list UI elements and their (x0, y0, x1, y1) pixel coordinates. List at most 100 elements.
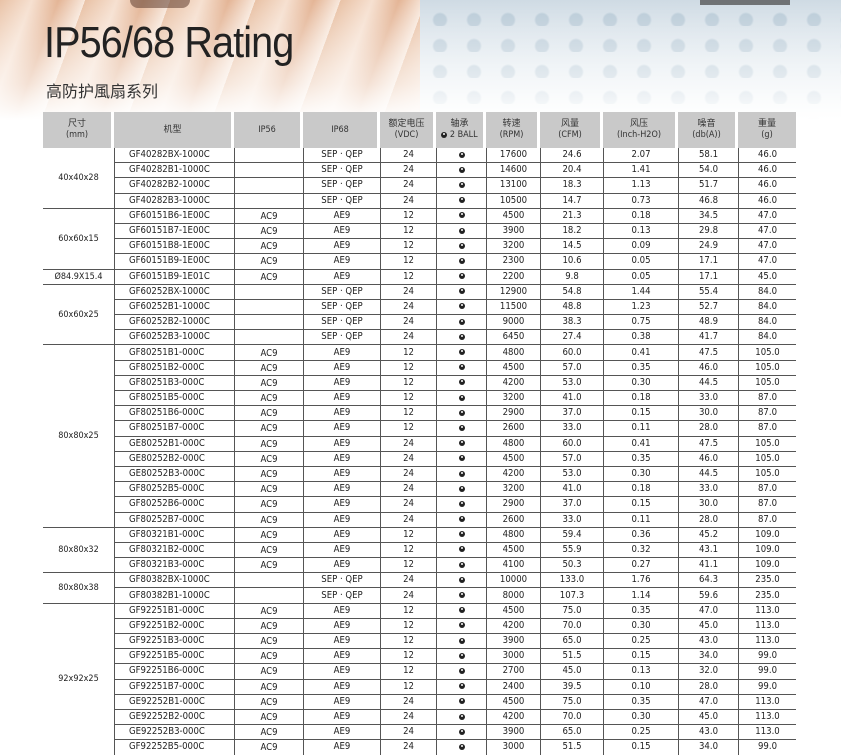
rpm-cell: 4200 (486, 465, 540, 482)
weight-cell: 99.0 (738, 663, 796, 679)
ip68-cell: AE9 (303, 739, 380, 755)
ip68-cell: AE9 (303, 526, 380, 542)
ip68-cell: AE9 (303, 222, 380, 239)
model-cell: GF80251B5-000C (114, 390, 234, 406)
voltage-cell: 12 (380, 359, 436, 375)
rpm-cell: 4200 (486, 374, 540, 390)
ball-bearing-icon (458, 212, 465, 219)
rpm-cell: 4500 (486, 693, 540, 709)
noise-cell: 41.1 (678, 557, 738, 573)
table-row: GF80251B6-000C AC9 AE9 12 2900 37.0 0.15 30.0 87… (43, 405, 796, 421)
rpm-cell: 17600 (486, 148, 540, 163)
rpm-cell: 4100 (486, 557, 540, 573)
noise-cell: 28.0 (678, 420, 738, 436)
model-cell: GF80251B3-000C (114, 374, 234, 390)
ip56-cell: AC9 (234, 359, 303, 375)
table-row: GE92252B2-000C AC9 AE9 24 4200 70.0 0.30 45.0 11… (43, 708, 796, 725)
voltage-cell: 24 (380, 435, 436, 451)
table-row: GE92252B3-000C AC9 AE9 24 3900 65.0 0.25 43.0 11… (43, 724, 796, 740)
ip68-cell: SEP · QEP (303, 162, 380, 178)
ip56-cell: AC9 (234, 238, 303, 254)
ball-bearing-icon (441, 131, 448, 138)
noise-cell: 33.0 (678, 481, 738, 497)
voltage-cell: 12 (380, 344, 436, 360)
column-header-unit: 2 BALL (436, 130, 483, 141)
pressure-cell: 0.35 (603, 359, 678, 375)
ip56-cell: AC9 (234, 481, 303, 497)
ball-bearing-icon (458, 273, 465, 280)
rpm-cell: 4800 (486, 435, 540, 451)
ball-bearing-icon (458, 531, 465, 538)
noise-cell: 55.4 (678, 283, 738, 299)
bearing-cell (436, 268, 486, 284)
table-header: 尺寸 (mm) 机型 IP56 IP68 额定电压 (VDC) 轴承 2 BALL 转速 (RPM… (43, 112, 796, 148)
rpm-cell: 4800 (486, 344, 540, 360)
bearing-cell (436, 496, 486, 512)
ip56-cell (234, 177, 303, 193)
ip68-cell: AE9 (303, 359, 380, 375)
ball-bearing-icon (458, 349, 465, 356)
ip56-cell (234, 298, 303, 315)
model-cell: GE92252B3-000C (114, 724, 234, 740)
airflow-cell: 60.0 (540, 435, 603, 451)
column-header-unit: (db(A)) (692, 130, 721, 140)
bearing-cell (436, 359, 486, 375)
airflow-cell: 133.0 (540, 572, 603, 588)
ip56-cell (234, 314, 303, 330)
weight-cell: 45.0 (738, 268, 796, 284)
ball-bearing-icon (458, 424, 465, 431)
airflow-cell: 60.0 (540, 344, 603, 360)
noise-cell: 34.5 (678, 207, 738, 223)
table-row: GF80321B3-000C AC9 AE9 12 4100 50.3 0.27 41.1 10… (43, 557, 796, 573)
airflow-cell: 41.0 (540, 481, 603, 497)
bearing-cell (436, 420, 486, 436)
ip68-cell: AE9 (303, 678, 380, 694)
rpm-cell: 11500 (486, 298, 540, 315)
ip56-cell: AC9 (234, 739, 303, 755)
model-cell: GF40282B3-1000C (114, 192, 234, 208)
voltage-cell: 24 (380, 329, 436, 345)
airflow-cell: 18.3 (540, 177, 603, 193)
ball-bearing-icon (458, 546, 465, 553)
column-header: 重量 (g) (738, 112, 796, 148)
pressure-cell: 0.13 (603, 222, 678, 239)
voltage-cell: 12 (380, 420, 436, 436)
bearing-cell (436, 587, 486, 603)
noise-cell: 43.0 (678, 724, 738, 740)
weight-cell: 84.0 (738, 298, 796, 315)
noise-cell: 44.5 (678, 465, 738, 482)
ip68-cell: SEP · QEP (303, 587, 380, 603)
weight-cell: 87.0 (738, 390, 796, 406)
ip68-cell: AE9 (303, 344, 380, 360)
ip56-cell: AC9 (234, 207, 303, 223)
model-cell: GF80251B2-000C (114, 359, 234, 375)
ball-bearing-icon (458, 166, 465, 173)
airflow-cell: 50.3 (540, 557, 603, 573)
rpm-cell: 4500 (486, 450, 540, 466)
ball-bearing-icon (458, 151, 465, 158)
weight-cell: 105.0 (738, 359, 796, 375)
column-header-unit: (mm) (65, 130, 89, 140)
pressure-cell: 0.30 (603, 374, 678, 390)
rpm-cell: 3900 (486, 633, 540, 649)
ip56-cell: AC9 (234, 602, 303, 618)
table-row: Ø84.9X15.4 GF60151B9-1E01C AC9 AE9 12 2200 9.8… (43, 268, 796, 284)
table-row: GF80382B1-1000C SEP · QEP 24 8000 107.3 1.14 5… (43, 587, 796, 603)
bearing-cell (436, 678, 486, 694)
rpm-cell: 4500 (486, 541, 540, 558)
rpm-cell: 2700 (486, 663, 540, 679)
page-subtitle: 高防护風扇系列 (46, 82, 159, 101)
ball-bearing-icon (458, 379, 465, 386)
voltage-cell: 12 (380, 374, 436, 390)
noise-cell: 47.5 (678, 435, 738, 451)
table-row: GF92251B7-000C AC9 AE9 12 2400 39.5 0.10 28.0 99… (43, 678, 796, 694)
ip68-cell: AE9 (303, 450, 380, 466)
model-cell: GE80252B2-000C (114, 450, 234, 466)
ball-bearing-icon (458, 667, 465, 674)
bearing-cell (436, 541, 486, 558)
table-row: GF60151B9-1E00C AC9 AE9 12 2300 10.6 0.05 17.1 4… (43, 253, 796, 269)
model-cell: GF60252B2-1000C (114, 314, 234, 330)
model-cell: GF80321B3-000C (114, 557, 234, 573)
ball-bearing-icon (458, 242, 465, 249)
weight-cell: 109.0 (738, 541, 796, 558)
